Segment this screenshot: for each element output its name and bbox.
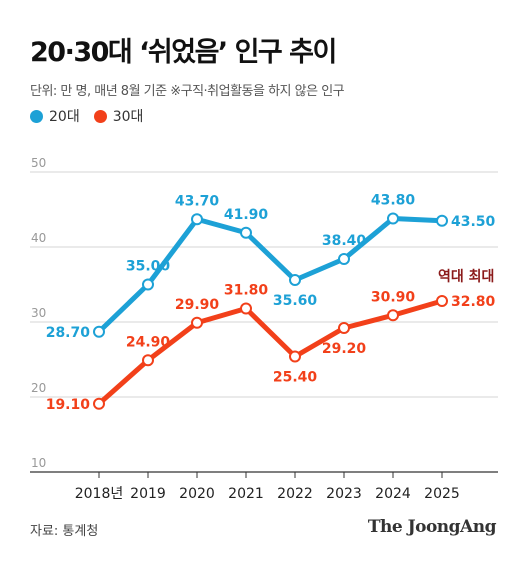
y-tick-label: 40 [31, 231, 46, 245]
x-tick-label: 2018년 [75, 486, 124, 502]
y-tick-label: 10 [31, 456, 46, 470]
data-point [191, 316, 203, 329]
data-label: 19.10 [46, 397, 91, 413]
brand-logo: The JoongAng [367, 517, 497, 537]
data-point [338, 253, 350, 265]
data-point [289, 274, 301, 286]
data-label: 28.70 [46, 325, 91, 341]
x-tick-label: 2022 [277, 486, 313, 502]
data-label: 38.40 [322, 233, 367, 249]
data-point [93, 325, 105, 338]
y-tick-label: 50 [31, 156, 46, 170]
data-label: 30.90 [371, 289, 416, 305]
legend-label-30s: 30대 [112, 109, 144, 125]
x-tick-label: 2024 [375, 486, 411, 502]
data-label: 29.20 [322, 341, 367, 357]
legend-item-30s: 30대 [93, 106, 144, 126]
x-tick-label: 2023 [326, 486, 362, 502]
y-tick-label: 20 [31, 381, 46, 395]
data-label: 32.80 [451, 294, 496, 310]
x-tick-label: 2019 [130, 486, 166, 502]
data-point [289, 350, 301, 363]
annotation-record-high: 역대 최대 [438, 268, 494, 285]
legend-item-20s: 20대 [30, 106, 80, 126]
data-point [142, 278, 154, 291]
data-point [436, 295, 448, 307]
data-point [240, 302, 252, 315]
data-label: 31.80 [224, 283, 269, 299]
data-label: 43.50 [451, 214, 496, 230]
data-label: 25.40 [273, 370, 318, 386]
series-line-30s [96, 298, 445, 407]
x-tick-label: 2020 [179, 486, 215, 502]
data-label: 29.90 [175, 297, 220, 313]
source-note: 자료: 통계청 [30, 524, 99, 539]
x-tick-label: 2025 [424, 486, 460, 502]
data-point [387, 309, 399, 322]
data-point [436, 214, 448, 227]
data-label: 43.70 [175, 193, 220, 209]
data-label: 41.90 [224, 207, 269, 223]
series-line-20s [96, 216, 445, 335]
legend-dot-30s [93, 109, 107, 123]
x-tick-label: 2021 [228, 486, 264, 502]
data-point [240, 226, 252, 239]
data-point [93, 397, 105, 410]
legend: 20대 30대 [30, 106, 157, 126]
data-label: 43.80 [371, 193, 416, 209]
y-tick-label: 30 [31, 306, 46, 320]
legend-label-20s: 20대 [49, 109, 80, 125]
data-point [387, 212, 399, 225]
data-point [191, 213, 203, 226]
data-label: 35.00 [126, 259, 171, 275]
legend-dot-20s [30, 109, 43, 123]
data-point [142, 354, 154, 367]
data-point [338, 322, 350, 334]
data-label: 35.60 [273, 293, 318, 309]
data-label: 24.90 [126, 334, 171, 350]
chart-subtitle: 단위: 만 명, 매년 8월 기준 ※구직·취업활동을 하지 않은 인구 [30, 84, 345, 99]
chart-title: 20·30대 ‘쉬었음’ 인구 추이 [30, 37, 337, 68]
